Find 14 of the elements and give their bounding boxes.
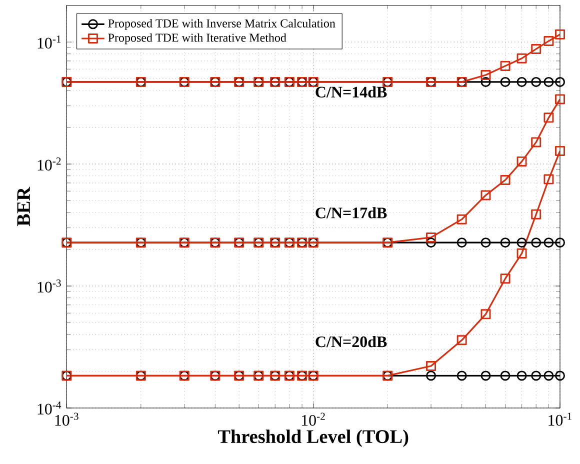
annotation: C/N=17dB [316,207,387,218]
legend-label: Proposed TDE with Iterative Method [108,33,286,44]
y-tick-label: 10$^{-1}$ [38,36,61,49]
x-tick-label: 10$^{-3}$ [55,412,78,426]
legend-label: Proposed TDE with Inverse Matrix Calculation [108,19,336,30]
x-tick-label: 10$^{-1}$ [548,412,572,426]
y-tick-label: 10$^{-4}$ [38,402,62,414]
annotation: C/N=14dB [316,86,387,98]
y-axis-title: BER [17,186,30,226]
y-tick-label: 10$^{-2}$ [38,158,61,171]
y-tick-label: 10$^{-3}$ [38,280,61,293]
x-tick-label: 10$^{-2}$ [302,412,325,426]
annotation: C/N=20dB [316,336,387,348]
x-axis-title: Threshold Level (TOL) [218,430,408,447]
